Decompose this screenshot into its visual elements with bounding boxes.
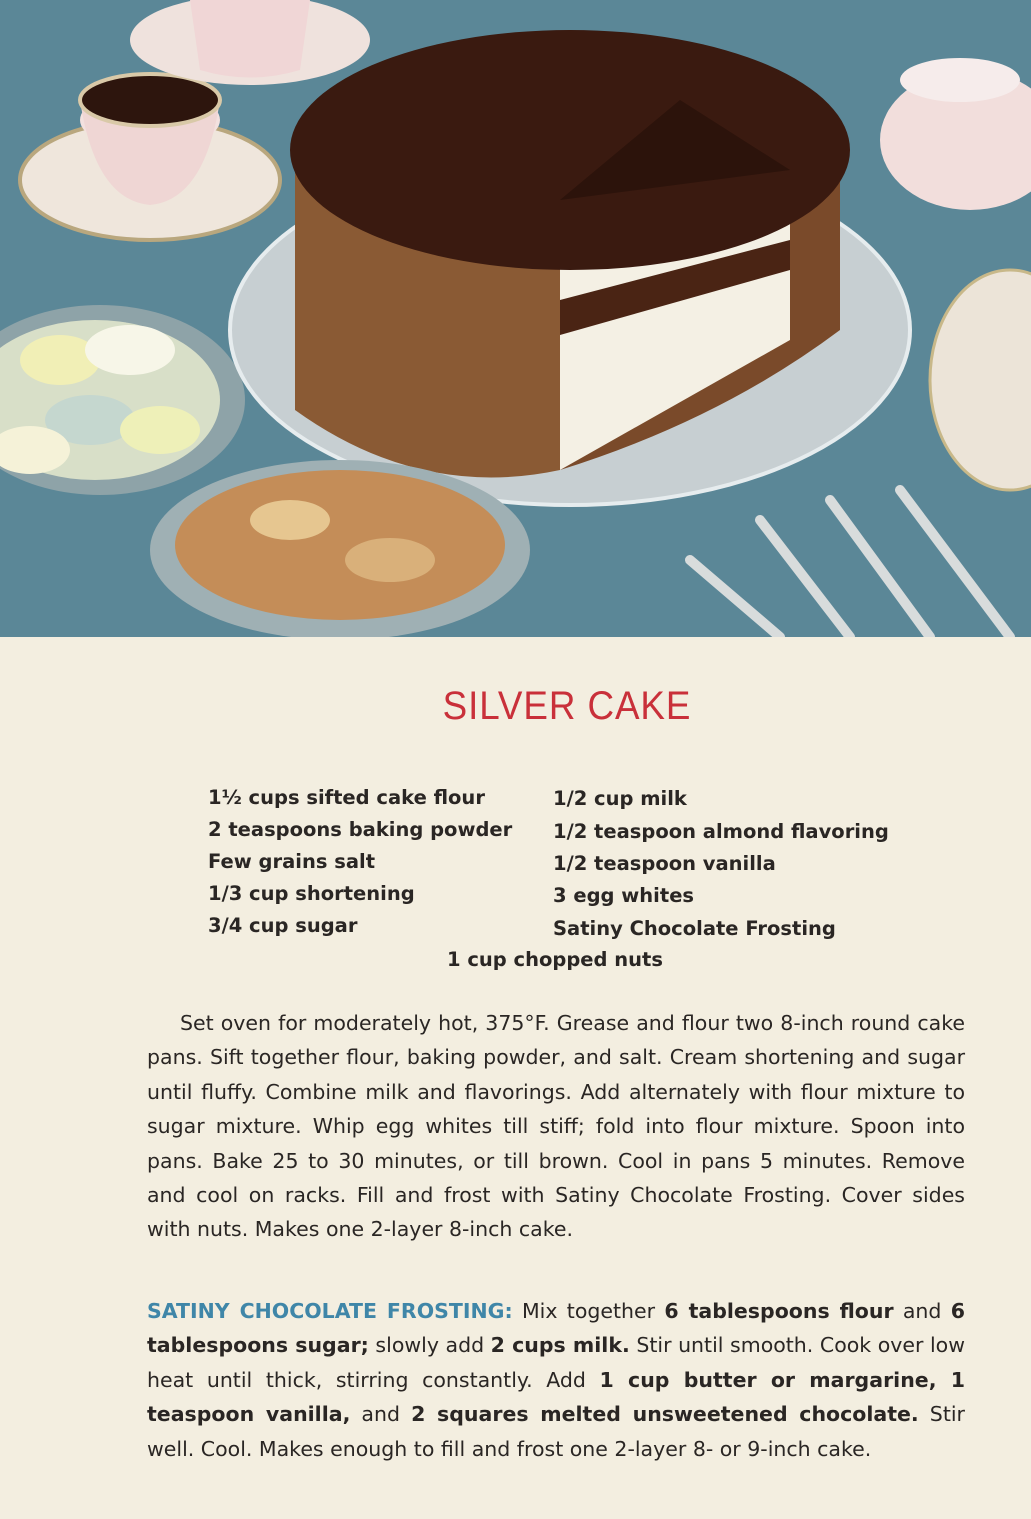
cake <box>290 30 850 478</box>
ingredient: Satiny Chocolate Frosting <box>553 917 836 940</box>
text-segment: Stir until smooth. Cook over low heat un… <box>147 1333 965 1392</box>
bold-quantity: 1 cup butter or margarine, 1 teaspoon va… <box>147 1367 965 1427</box>
text-segment: Mix together <box>512 1299 665 1323</box>
ingredient: 1½ cups sifted cake flour <box>208 786 485 809</box>
ingredient: 1/2 cup milk <box>553 787 687 810</box>
ingredient: 1 cup chopped nuts <box>447 948 663 971</box>
ingredient: Few grains salt <box>208 850 376 873</box>
ingredient: 2 teaspoons baking powder <box>208 818 513 841</box>
bold-quantity: 6 tablespoons sugar; <box>147 1299 965 1358</box>
mints-dish <box>0 305 245 495</box>
text-segment: Stir well. Cool. Makes enough to fill an… <box>147 1402 965 1461</box>
text-segment: and <box>350 1402 412 1427</box>
method-paragraph: Set oven for moderately hot, 375°F. Grea… <box>147 1011 965 1242</box>
bold-quantity: 2 cups milk. <box>490 1333 630 1358</box>
cake-photo <box>0 0 1031 637</box>
bold-quantity: 2 squares melted unsweet­ened chocolate. <box>411 1402 919 1427</box>
ingredient: 1/3 cup shortening <box>208 882 415 905</box>
nuts-bowl <box>150 460 530 637</box>
text-segment: and <box>893 1299 951 1323</box>
text-segment: slowly add <box>368 1333 491 1358</box>
sugar-bowl <box>880 58 1031 210</box>
ingredient: 3/4 cup sugar <box>208 914 358 937</box>
forks <box>685 485 1015 637</box>
bold-quantity: 6 tablespoons flour <box>664 1299 894 1323</box>
frosting-heading: SATINY CHOCOLATE FROSTING: <box>147 1299 513 1323</box>
ingredient: 1/2 teaspoon almond flavoring <box>553 820 889 843</box>
teacup-top <box>130 0 370 85</box>
coffee-cup <box>18 72 282 242</box>
ingredient: 3 egg whites <box>553 884 695 907</box>
plates-stack <box>928 268 1031 492</box>
recipe-title: SILVER CAKE <box>442 684 692 728</box>
ingredient: 1/2 teaspoon vanilla <box>553 852 776 875</box>
frosting-paragraph: SATINY CHOCOLATE FROSTING: Mix together … <box>147 1294 965 1466</box>
